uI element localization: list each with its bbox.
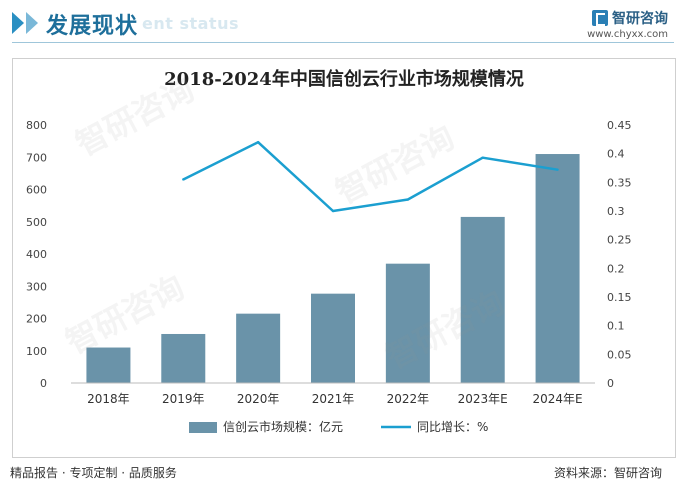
y-left-tick-label: 200 [26, 313, 47, 326]
brand-name: 智研咨询 [612, 11, 668, 27]
chart-svg: 0 100 200 300 400 500 600 700 800 0 0.05 0.1 0.15 0.2… [26, 119, 632, 434]
growth-point [256, 141, 260, 144]
y-left-tick-label: 800 [26, 119, 47, 132]
page-header: 发展现状 ent status 智研咨询 www.chyxx.com [0, 0, 686, 48]
bar [236, 313, 281, 383]
growth-point [556, 168, 559, 171]
x-tick-label: 2020年 [237, 392, 280, 406]
brand-url: www.chyxx.com [587, 29, 668, 40]
legend-swatch-bar [189, 422, 217, 433]
bar [161, 333, 206, 383]
bar [535, 154, 580, 383]
y-right-tick-label: 0.45 [607, 119, 632, 132]
bar [460, 216, 505, 383]
growth-point [331, 209, 335, 213]
page-footer: 精品报告 · 专项定制 · 品质服务 资料来源：智研咨询 [0, 458, 686, 483]
y-right-tick-label: 0.15 [607, 291, 632, 304]
y-right-tick-label: 0.25 [607, 234, 632, 247]
chevron-right-icon [12, 12, 24, 34]
y-right-tick-label: 0 [607, 377, 614, 390]
growth-point [406, 198, 410, 201]
x-tick-label: 2024年E [533, 392, 583, 406]
section-subtitle: ent status [142, 14, 239, 33]
x-tick-label: 2023年E [458, 392, 508, 406]
y-right-tick-label: 0.2 [607, 262, 625, 275]
growth-point [481, 156, 484, 159]
x-tick-label: 2019年 [162, 392, 205, 406]
bar [311, 293, 355, 383]
x-tick-label: 2022年 [387, 392, 430, 406]
section-title: 发展现状 [46, 14, 139, 39]
y-right-tick-label: 0.3 [607, 205, 625, 218]
y-left-tick-label: 400 [26, 248, 47, 261]
bar [385, 263, 430, 383]
legend-label: 同比增长：% [417, 420, 488, 434]
y-left-tick-label: 100 [26, 345, 47, 358]
y-right-tick-label: 0.05 [607, 348, 632, 361]
brand-block: 智研咨询 www.chyxx.com [587, 8, 668, 40]
y-left-tick-label: 600 [26, 184, 47, 197]
chevron-right-icon [26, 12, 38, 34]
x-tick-label: 2021年 [312, 392, 355, 406]
legend-label: 信创云市场规模：亿元 [223, 419, 343, 434]
growth-point [182, 178, 185, 181]
header-divider [12, 42, 674, 43]
y-left-tick-label: 0 [40, 377, 47, 390]
y-left-tick-label: 300 [26, 280, 47, 293]
y-right-tick-label: 0.1 [607, 320, 625, 333]
growth-line [182, 140, 558, 213]
footer-tagline: 精品报告 · 专项定制 · 品质服务 [10, 466, 177, 480]
y-left-tick-label: 500 [26, 216, 47, 229]
y-right-tick-label: 0.35 [607, 176, 632, 189]
x-tick-label: 2018年 [87, 392, 130, 406]
footer-source: 资料来源：智研咨询 [553, 466, 662, 480]
y-left-tick-label: 700 [26, 151, 47, 164]
brand-logo-icon [592, 10, 608, 26]
chart-container: 2018-2024年中国信创云行业市场规模情况 0 100 200 300 400 500… [12, 58, 676, 458]
y-right-tick-label: 0.4 [607, 148, 625, 161]
bar [86, 347, 131, 383]
chart-title: 2018-2024年中国信创云行业市场规模情况 [164, 69, 524, 90]
